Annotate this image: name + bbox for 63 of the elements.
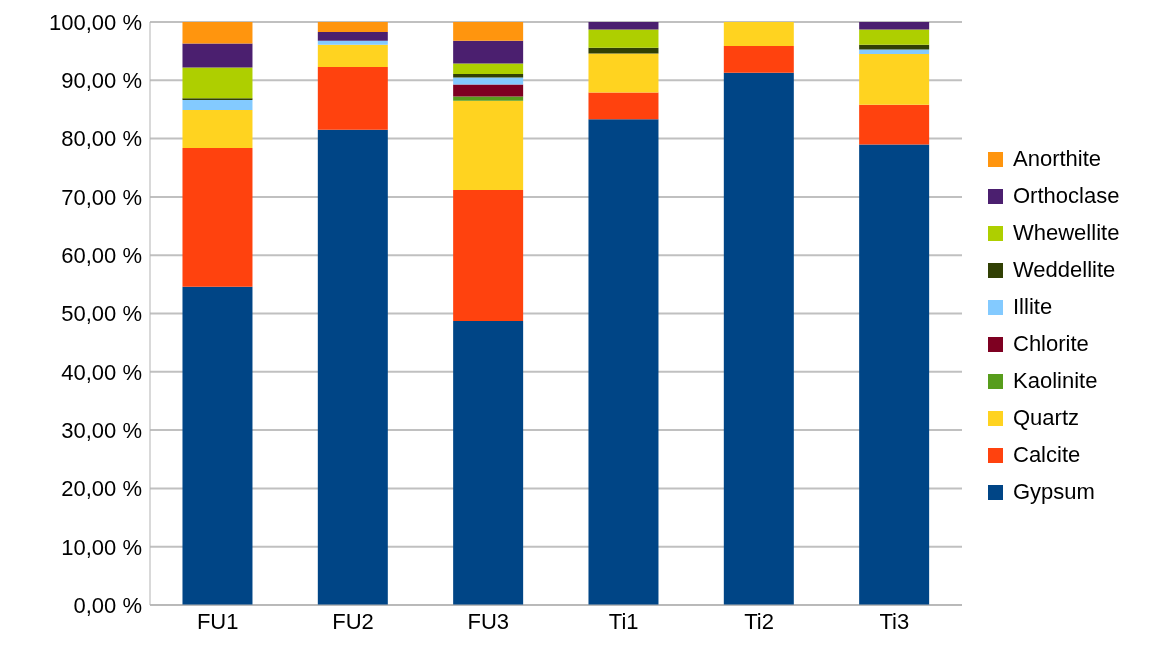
bar: [588, 22, 659, 30]
bar: [859, 22, 930, 30]
bar: [723, 22, 794, 46]
bar: [859, 29, 930, 45]
bar: [182, 43, 253, 68]
legend-label: Chlorite: [1013, 331, 1089, 357]
bar: [453, 189, 524, 322]
bar: [317, 66, 388, 130]
bar: [182, 67, 253, 99]
bar: [453, 40, 524, 64]
bar: [182, 286, 253, 605]
legend-label: Quartz: [1013, 405, 1080, 431]
y-tick-label: 70,00 %: [61, 184, 142, 210]
bar: [317, 44, 388, 67]
y-tick-label: 10,00 %: [61, 534, 142, 560]
bar: [859, 49, 930, 55]
legend-label: Calcite: [1013, 442, 1081, 468]
x-tick-label: FU3: [467, 608, 510, 634]
bar: [453, 100, 524, 190]
bar: [317, 31, 388, 41]
bar: [453, 22, 524, 41]
bar: [453, 77, 524, 85]
y-tick-label: 60,00 %: [61, 243, 142, 269]
bar: [317, 40, 388, 45]
bar: [588, 92, 659, 120]
y-tick-label: 80,00 %: [61, 126, 142, 152]
bar: [859, 104, 930, 145]
bar: [723, 45, 794, 73]
bar: [182, 22, 253, 44]
bar: [859, 144, 930, 605]
bar: [859, 54, 930, 105]
bar: [723, 72, 794, 605]
x-tick-label: Ti3: [879, 608, 910, 634]
legend-label: Orthoclase: [1013, 183, 1120, 209]
bar: [317, 22, 388, 32]
y-tick-label: 40,00 %: [61, 359, 142, 385]
legend-label: Kaolinite: [1013, 368, 1098, 394]
y-tick-label: 100,00 %: [49, 9, 142, 35]
y-tick-label: 20,00 %: [61, 476, 142, 502]
legend-label: Gypsum: [1013, 479, 1095, 505]
bar: [182, 110, 253, 148]
y-tick-label: 30,00 %: [61, 417, 142, 443]
bar: [182, 100, 253, 111]
bar: [588, 29, 659, 48]
legend-label: Whewellite: [1013, 220, 1120, 246]
legend-label: Weddellite: [1013, 257, 1116, 283]
y-tick-label: 90,00 %: [61, 68, 142, 94]
bar: [453, 96, 524, 101]
x-tick-label: FU2: [332, 608, 374, 634]
bar: [182, 147, 253, 287]
bar: [453, 63, 524, 74]
x-tick-label: FU1: [196, 608, 239, 634]
bar: [317, 129, 388, 605]
bar: [453, 321, 524, 605]
bar: [588, 119, 659, 605]
legend-label: Anorthite: [1013, 146, 1102, 172]
bar: [588, 53, 659, 93]
legend-label: Illite: [1013, 294, 1053, 320]
bar: [453, 84, 524, 97]
x-tick-label: Ti1: [608, 608, 639, 634]
x-tick-label: Ti2: [744, 608, 774, 634]
y-tick-label: 0,00 %: [73, 592, 142, 618]
y-tick-label: 50,00 %: [61, 301, 142, 327]
